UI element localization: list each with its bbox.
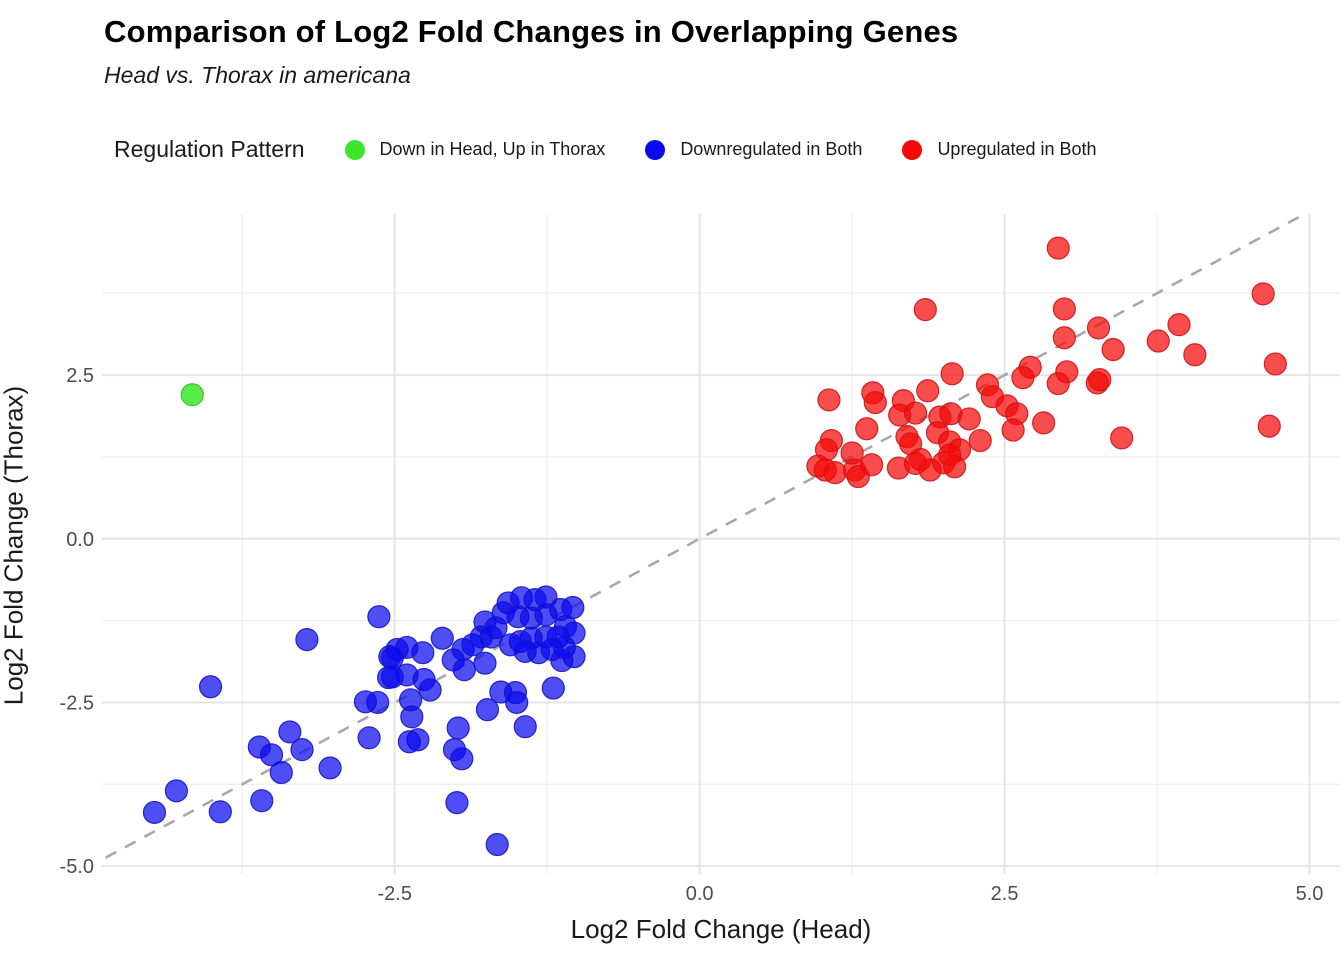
data-point [1101, 337, 1125, 362]
data-point [863, 390, 887, 415]
legend-title: Regulation Pattern [114, 136, 305, 162]
data-point [855, 417, 879, 441]
data-point [1032, 411, 1056, 435]
data-point [250, 789, 274, 813]
data-point [916, 379, 940, 403]
legend-item-down-head-up-thorax: Down in Head, Up in Thorax [344, 139, 606, 160]
data-point [180, 383, 204, 407]
data-point [485, 832, 509, 857]
data-point [278, 720, 302, 744]
legend-dot-green-icon [344, 139, 365, 160]
legend-dot-red-icon [902, 139, 923, 160]
data-point [445, 791, 469, 815]
data-point [1001, 418, 1025, 442]
data-point [380, 665, 404, 689]
data-point [418, 678, 442, 702]
data-point [430, 626, 454, 650]
legend-label: Down in Head, Up in Thorax [379, 139, 606, 159]
data-point [513, 715, 537, 739]
data-point [541, 676, 565, 700]
data-point [942, 455, 967, 479]
data-point [1251, 282, 1275, 306]
legend-item-downregulated-both: Downregulated in Both [645, 139, 862, 160]
data-point [840, 441, 864, 465]
data-point [1146, 329, 1170, 353]
y-tick-label: 2.5 [66, 365, 94, 387]
data-point [817, 388, 841, 412]
data-point [957, 407, 981, 431]
data-point [290, 737, 314, 762]
data-point [860, 453, 884, 477]
data-point [1086, 316, 1111, 340]
x-tick-label: 2.5 [991, 883, 1019, 905]
x-axis-title: Log2 Fold Change (Head) [570, 914, 872, 944]
data-point [1110, 426, 1134, 450]
data-point [484, 616, 508, 640]
x-tick-label: -2.5 [377, 883, 411, 905]
data-point [450, 747, 474, 771]
data-point [452, 658, 476, 682]
data-point [367, 605, 391, 629]
y-tick-label: 0.0 [66, 529, 94, 551]
legend-label: Upregulated in Both [937, 139, 1097, 159]
x-tick-label: 5.0 [1296, 883, 1324, 905]
data-point [461, 633, 485, 657]
data-point [940, 362, 964, 386]
identity-reference-line [105, 212, 1306, 859]
y-tick-label: -2.5 [60, 692, 94, 714]
data-point [259, 743, 284, 767]
data-point [1046, 236, 1070, 260]
chart-title: Comparison of Log2 Fold Changes in Overl… [104, 14, 959, 49]
data-point [295, 627, 319, 652]
data-point [1055, 360, 1079, 384]
data-point [968, 428, 992, 453]
data-point [550, 648, 574, 673]
data-point [400, 705, 424, 729]
y-tick-label: -5.0 [60, 856, 94, 878]
legend: Regulation Pattern Down in Head, Up in T… [114, 136, 1097, 163]
legend-dot-blue-icon [645, 139, 666, 160]
data-point [475, 698, 500, 722]
data-point [1011, 366, 1035, 390]
data-point [164, 779, 189, 803]
data-point [357, 726, 381, 750]
data-point [198, 675, 223, 699]
legend-item-upregulated-both: Upregulated in Both [902, 139, 1097, 160]
data-point [446, 716, 470, 740]
data-point [903, 401, 928, 425]
data-point [1052, 297, 1076, 321]
legend-label: Downregulated in Both [680, 139, 863, 159]
x-tick-label: 0.0 [686, 883, 714, 905]
data-point [1167, 313, 1191, 337]
data-point [366, 690, 390, 715]
data-point [505, 690, 529, 715]
chart-subtitle: Head vs. Thorax in americana [104, 62, 411, 88]
data-point [473, 651, 497, 675]
data-point [318, 756, 342, 780]
data-point [208, 800, 232, 824]
data-point [1257, 414, 1281, 438]
data-point [142, 800, 167, 825]
data-point [269, 760, 293, 785]
data-point [1183, 343, 1207, 367]
data-point [1052, 326, 1076, 350]
data-point [823, 461, 847, 485]
data-point [397, 730, 421, 754]
data-point [913, 297, 937, 322]
y-axis-title: Log2 Fold Change (Thorax) [0, 385, 29, 706]
data-point [1263, 352, 1287, 376]
data-point [1088, 368, 1112, 392]
